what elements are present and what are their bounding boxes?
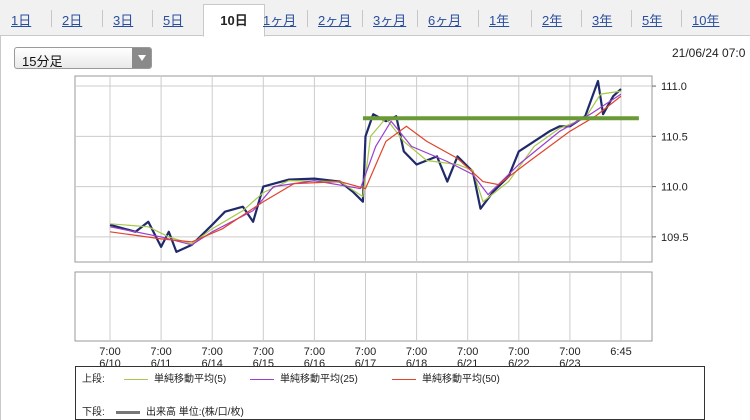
- x-tick-date: 6/14: [201, 358, 222, 366]
- y-tick-label: 109.5: [661, 232, 689, 244]
- tab-separator: [362, 10, 363, 27]
- tab-4[interactable]: 5日: [163, 13, 184, 28]
- tab-13[interactable]: 5年: [642, 13, 663, 28]
- legend-label-sma50: 単純移動平均(50): [422, 374, 500, 385]
- x-tick-date: 6/16: [304, 358, 325, 366]
- x-tick-time: 6:45: [610, 346, 631, 358]
- legend-upper-label: 上段:: [82, 374, 105, 385]
- x-tick-date: 6/23: [559, 358, 580, 366]
- tab-7[interactable]: 2ヶ月: [318, 13, 352, 28]
- legend-label-sma25: 単純移動平均(25): [280, 374, 358, 385]
- legend-item-sma50: 単純移動平均(50): [386, 370, 500, 385]
- x-tick-time: 7:00: [253, 346, 274, 358]
- tab-separator: [581, 10, 582, 27]
- legend-swatch-sma25: [250, 378, 274, 380]
- interval-select-value: 15分足: [22, 54, 63, 69]
- tab-separator: [307, 10, 308, 27]
- x-tick-date: 6/18: [406, 358, 427, 366]
- tab-1[interactable]: 1日: [11, 13, 32, 28]
- x-axis-labels: 7:006/107:006/117:006/147:006/157:006/16…: [99, 346, 631, 366]
- tab-5[interactable]: 10日: [203, 4, 265, 37]
- x-tick-date: 6/22: [508, 358, 529, 366]
- tab-11[interactable]: 2年: [542, 13, 563, 28]
- tab-separator: [631, 10, 632, 27]
- tab-12[interactable]: 3年: [592, 13, 613, 28]
- y-tick-label: 111.0: [661, 81, 687, 93]
- tab-separator: [531, 10, 532, 27]
- price-line: [109, 79, 622, 253]
- legend-swatch-volume: [116, 410, 140, 414]
- tab-2[interactable]: 2日: [62, 13, 83, 28]
- x-tick-time: 7:00: [99, 346, 120, 358]
- legend-item-volume: 出来高 単位:(株/口/枚): [110, 403, 244, 418]
- x-tick-time: 7:00: [406, 346, 427, 358]
- legend: 上段: 単純移動平均(5) 単純移動平均(25) 単純移動平均(50) 下段: …: [75, 366, 705, 420]
- legend-swatch-sma5: [124, 378, 148, 380]
- chevron-down-icon: [132, 48, 151, 68]
- legend-lower-label: 下段:: [82, 407, 105, 418]
- y-tick-label: 110.0: [661, 182, 688, 194]
- legend-item-sma5: 単純移動平均(5): [118, 370, 226, 385]
- tab-8[interactable]: 3ヶ月: [373, 13, 407, 28]
- chart-panel: [0, 35, 750, 420]
- interval-select[interactable]: 15分足: [14, 47, 152, 69]
- x-tick-time: 7:00: [457, 346, 478, 358]
- tab-separator: [478, 10, 479, 27]
- volume-plot-area: [74, 271, 653, 342]
- period-tab-bar: 1日 2日 3日 5日 10日 1ヶ月 2ヶ月 3ヶ月 6ヶ月 1年 2年 3年 5年 10年: [0, 0, 750, 37]
- x-tick-time: 7:00: [355, 346, 376, 358]
- x-tick-time: 7:00: [559, 346, 580, 358]
- x-tick-date: 6/11: [151, 358, 172, 366]
- x-tick-time: 7:00: [304, 346, 325, 358]
- tab-6[interactable]: 1ヶ月: [263, 13, 297, 28]
- legend-label-sma5: 単純移動平均(5): [154, 374, 227, 385]
- y-tick-label: 110.5: [661, 131, 688, 143]
- series-layer: [109, 79, 639, 253]
- legend-swatch-sma50: [392, 378, 416, 380]
- x-tick-time: 7:00: [150, 346, 171, 358]
- tab-separator: [681, 10, 682, 27]
- tab-9[interactable]: 6ヶ月: [428, 13, 462, 28]
- tab-separator: [152, 10, 153, 27]
- tab-3[interactable]: 3日: [113, 13, 134, 28]
- datetime-label: 21/06/24 07:0: [672, 46, 746, 60]
- x-tick-date: 6/17: [355, 358, 376, 366]
- legend-label-volume: 出来高 単位:(株/口/枚): [146, 407, 244, 418]
- tab-14[interactable]: 10年: [692, 13, 720, 28]
- x-tick-time: 7:00: [201, 346, 222, 358]
- tab-separator: [102, 10, 103, 27]
- legend-item-sma25: 単純移動平均(25): [244, 370, 358, 385]
- tab-separator: [51, 10, 52, 27]
- tab-separator: [417, 10, 418, 27]
- x-tick-date: 6/10: [99, 358, 120, 366]
- tab-10[interactable]: 1年: [489, 13, 510, 28]
- x-tick-time: 7:00: [508, 346, 529, 358]
- y-axis-labels: 111.0 110.5 110.0 109.5: [652, 81, 689, 244]
- x-tick-date: 6/15: [253, 358, 274, 366]
- series-line-sma-3: [109, 95, 622, 243]
- x-tick-date: 6/21: [457, 358, 478, 366]
